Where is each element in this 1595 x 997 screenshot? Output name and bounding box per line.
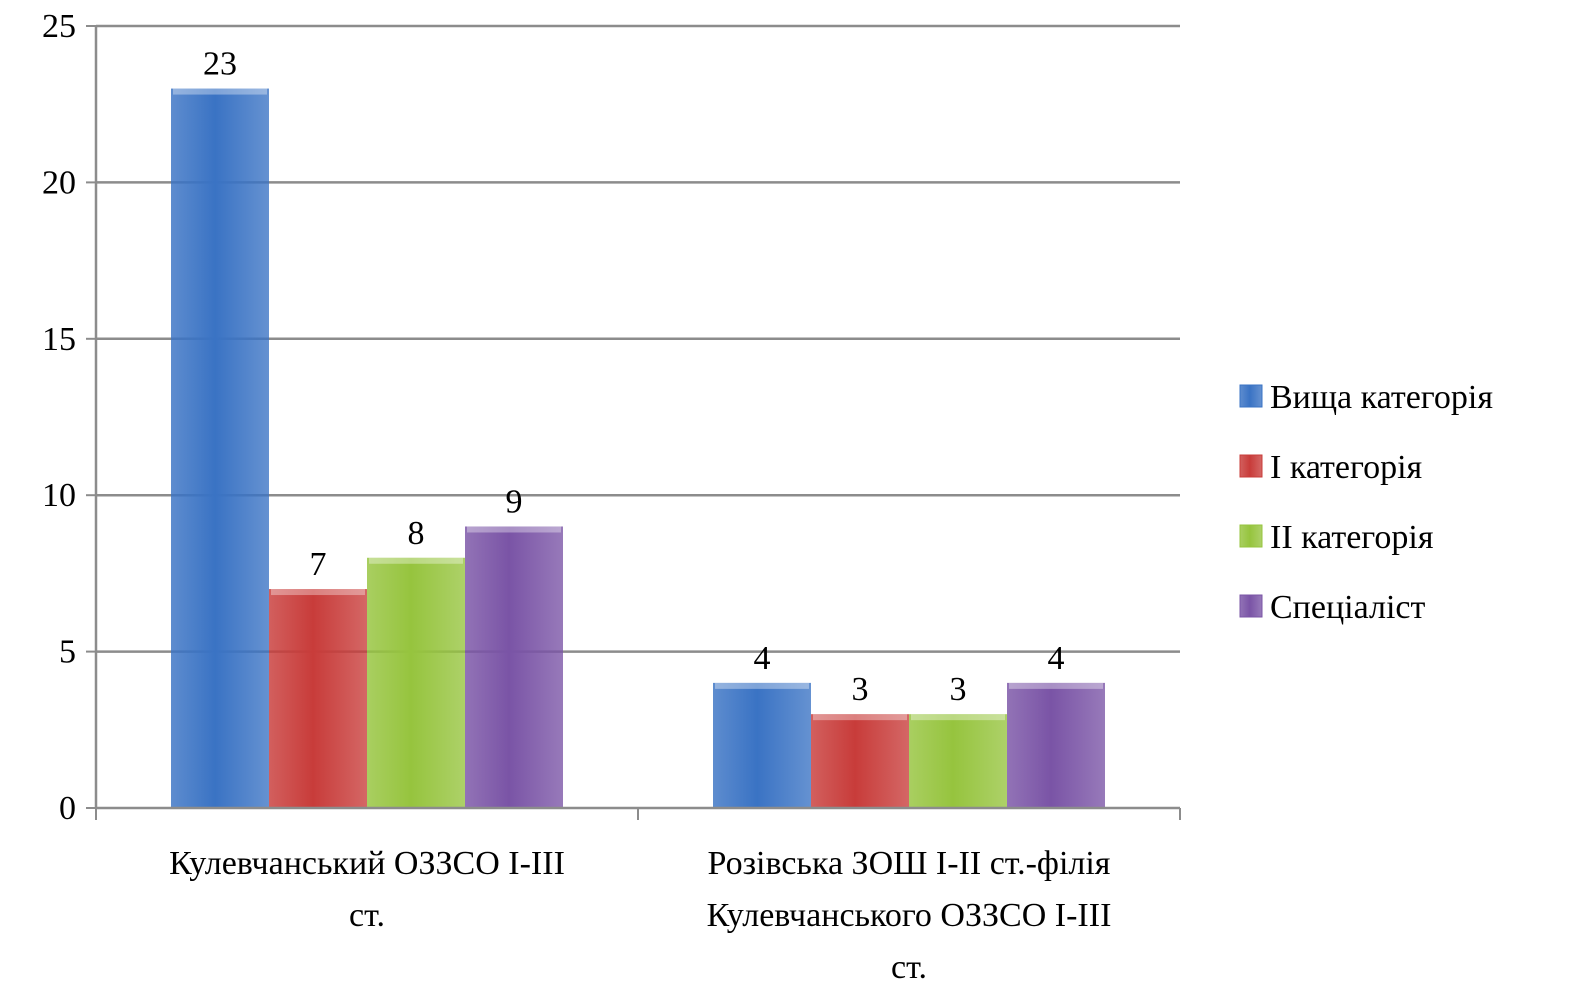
bar [367,557,465,808]
category-label: Кулевчанського ОЗЗСО І-ІІІ [707,897,1112,934]
y-tick-label: 0 [59,790,76,827]
data-label: 9 [506,483,523,520]
legend-swatch [1239,524,1263,548]
data-label: 3 [852,671,869,708]
y-tick-label: 25 [42,8,76,45]
y-tick-label: 15 [42,321,76,358]
legend-swatch [1239,594,1263,618]
legend-label: ІІ категорія [1270,519,1434,556]
data-label: 4 [1048,640,1065,677]
bar [171,88,269,808]
axes [86,25,1181,820]
bar-top-highlight [813,714,907,721]
bar [811,714,909,808]
bar [1007,682,1105,808]
bar-top-highlight [715,682,809,689]
data-label: 3 [950,671,967,708]
bar-top-highlight [467,526,561,533]
gridlines [96,24,1180,653]
bar-top-highlight [1009,682,1103,689]
legend-swatch [1239,454,1263,478]
bar-top-highlight [271,589,365,596]
bar [269,589,367,808]
bar [909,714,1007,808]
legend-label: Спеціаліст [1270,589,1425,626]
category-label: ст. [891,949,927,986]
legend: Вища категорія І категорія ІІ категорія Спе… [1239,379,1493,626]
category-label: ст. [349,897,385,934]
data-label: 7 [310,546,327,583]
y-tick-label: 20 [42,164,76,201]
labels: 0 5 10 15 20 25 23 7 8 9 Кулевчанський ОЗЗСО І-ІІІ… [42,8,1111,986]
bar-top-highlight [173,88,267,95]
bar-top-highlight [369,557,463,564]
bar [713,682,811,808]
bar [465,526,563,808]
bars [171,88,1105,808]
legend-swatch [1239,384,1263,408]
category-label: Кулевчанський ОЗЗСО І-ІІІ [169,845,565,882]
legend-label: І категорія [1270,449,1423,486]
bar-top-highlight [911,714,1005,721]
category-label: Розівська ЗОШ І-ІІ ст.-філія [708,845,1111,882]
data-label: 23 [203,46,237,83]
y-tick-label: 5 [59,634,76,671]
y-tick-label: 10 [42,477,76,514]
data-label: 4 [754,640,771,677]
data-label: 8 [408,515,425,552]
legend-label: Вища категорія [1270,379,1493,416]
